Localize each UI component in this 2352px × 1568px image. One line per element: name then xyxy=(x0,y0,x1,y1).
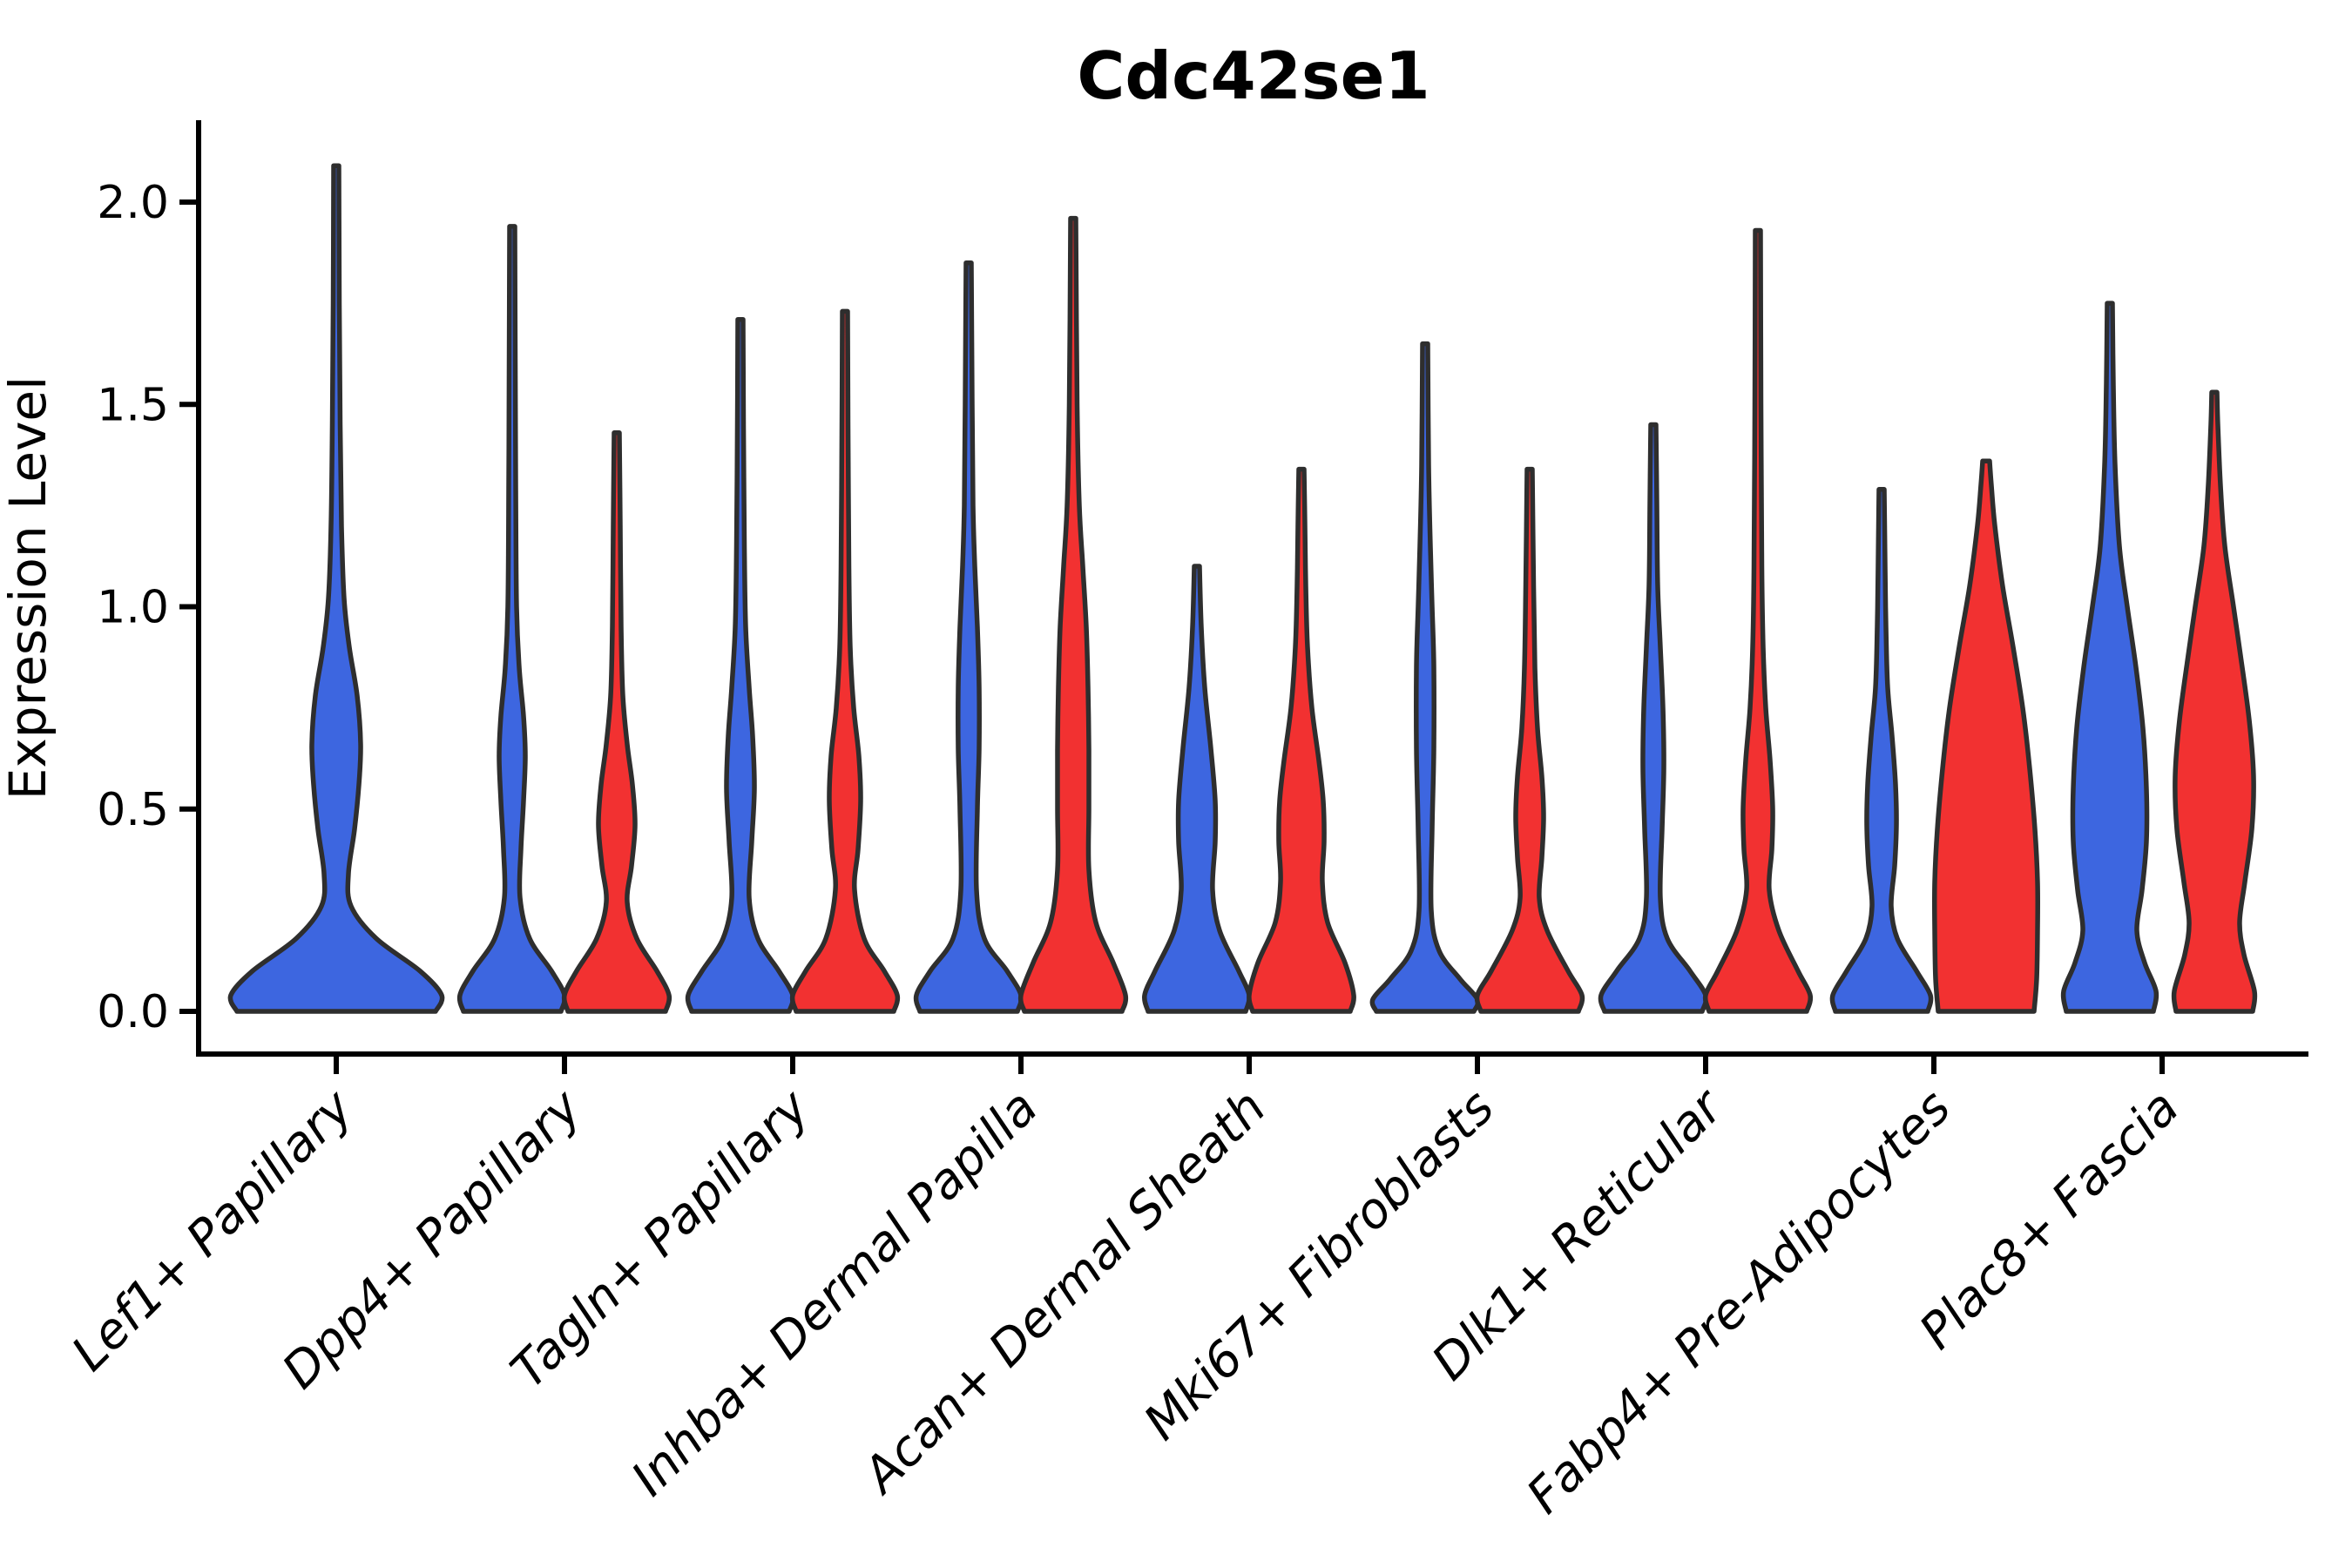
x-tick-label-inhba-dermal-papilla: Inhba+ Dermal Papilla xyxy=(621,1079,1049,1507)
violin-acan-dermal-sheath-red xyxy=(1247,466,1356,1014)
x-tick-label-fabp4-pre-adipocytes: Fabp4+ Pre-Adipocytes xyxy=(1517,1079,1962,1524)
y-axis-label: Expression Level xyxy=(0,376,57,800)
violin-plac8-fascia-blue xyxy=(2060,301,2159,1014)
violin-lef1-papillary-blue xyxy=(227,163,445,1014)
violin-tagln-papillary-red xyxy=(789,308,901,1014)
y-tick-label-2.0: 2.0 xyxy=(97,177,169,229)
y-tick-label-0.0: 0.0 xyxy=(97,986,169,1038)
violin-dpp4-papillary-red xyxy=(561,430,672,1014)
chart-title: Cdc42se1 xyxy=(1077,37,1429,114)
y-tick-label-0.5: 0.5 xyxy=(97,784,169,836)
y-tick-label-1.5: 1.5 xyxy=(97,379,169,431)
violin-inhba-dermal-papilla-blue xyxy=(913,260,1024,1014)
violin-tagln-papillary-blue xyxy=(685,316,796,1014)
violin-layer xyxy=(227,163,2258,1014)
violin-plac8-fascia-red xyxy=(2171,389,2258,1014)
violin-acan-dermal-sheath-blue xyxy=(1142,564,1252,1014)
violin-mki67-fibroblasts-red xyxy=(1474,466,1585,1014)
y-tick-label-1.0: 1.0 xyxy=(97,582,169,634)
violin-fabp4-pre-adipocytes-red xyxy=(1931,458,2041,1014)
violin-mki67-fibroblasts-blue xyxy=(1369,341,1481,1014)
violin-dpp4-papillary-blue xyxy=(456,224,568,1014)
violin-dlk1-reticular-blue xyxy=(1598,422,1709,1014)
violin-fabp4-pre-adipocytes-blue xyxy=(1829,487,1934,1014)
x-tick-label-acan-dermal-sheath: Acan+ Dermal Sheath xyxy=(851,1079,1277,1505)
violin-inhba-dermal-papilla-red xyxy=(1017,215,1129,1014)
violin-dlk1-reticular-red xyxy=(1702,227,1814,1014)
